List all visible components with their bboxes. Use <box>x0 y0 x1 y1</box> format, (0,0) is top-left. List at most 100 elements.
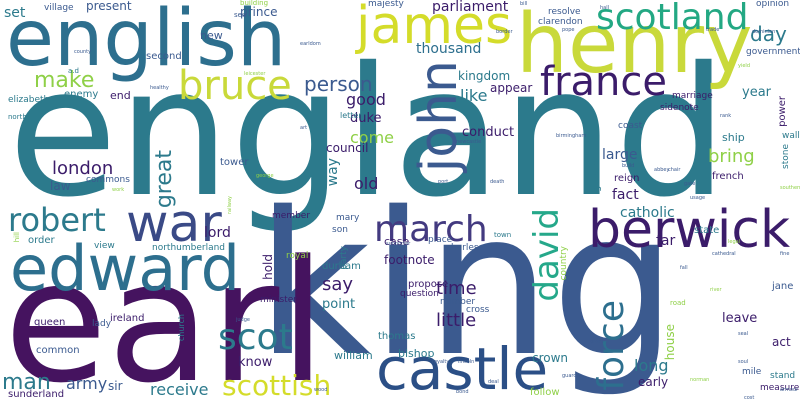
word-march: march <box>374 209 488 250</box>
word-fine: fine <box>780 251 790 257</box>
word-bruce: bruce <box>178 63 292 109</box>
word-footnote: footnote <box>384 253 435 267</box>
word-end: end <box>110 89 131 102</box>
word-norman: norman <box>690 377 710 383</box>
word-cost: cost <box>744 395 755 400</box>
word-sidenote: sidenote <box>660 103 699 113</box>
word-wood: wood <box>314 387 328 393</box>
word-scotland: scotland <box>596 0 749 38</box>
word-royalty: royalty <box>432 359 450 365</box>
word-fall: fall <box>680 265 688 271</box>
word-general: general <box>591 154 602 193</box>
word-question: question <box>400 289 439 299</box>
word-hall: hall <box>600 5 610 11</box>
word-county: county <box>74 49 92 55</box>
word-gate: gate <box>684 181 696 187</box>
word-england: england <box>8 29 728 236</box>
word-village: village <box>44 3 74 13</box>
word-english: english <box>6 0 287 84</box>
word-robert: robert <box>8 201 106 239</box>
word-receive: receive <box>150 380 209 399</box>
word-elizabeth: elizabeth <box>8 95 50 105</box>
word-scottish: scottish <box>222 369 332 400</box>
word-second: second <box>146 51 182 62</box>
word-view: view <box>94 241 115 251</box>
word-day: day <box>750 22 787 46</box>
word-army: army <box>66 374 108 393</box>
word-fact: fact <box>612 187 639 203</box>
word-bring: bring <box>708 146 755 167</box>
word-france: france <box>540 59 667 105</box>
word-seal: seal <box>738 331 749 337</box>
word-duke: duke <box>350 111 382 126</box>
word-durham: durham <box>322 261 361 272</box>
word-little: little <box>436 310 477 331</box>
word-edward: edward <box>10 232 240 305</box>
word-leave: leave <box>722 311 758 326</box>
word-town: town <box>494 231 512 239</box>
word-north: north <box>8 113 27 121</box>
word-ship: ship <box>722 131 745 144</box>
word-clarendon: clarendon <box>538 17 583 27</box>
word-crown: crown <box>532 351 569 365</box>
word-know: know <box>238 355 273 370</box>
word-party: party <box>339 246 349 270</box>
word-letter: letter <box>340 111 362 120</box>
word-like: like <box>460 86 488 105</box>
word-man: man <box>2 370 51 395</box>
word-george: george <box>256 173 274 179</box>
word-castle: castle <box>376 335 549 400</box>
word-large: large <box>602 147 638 163</box>
word-conduct: conduct <box>462 125 515 140</box>
word-catholic: catholic <box>620 205 675 221</box>
word-sea: sea <box>234 11 247 19</box>
word-early: early <box>638 375 669 389</box>
word-yield: yield <box>738 63 750 69</box>
word-judge: judge <box>236 317 250 323</box>
word-ireland: ireland <box>110 313 145 324</box>
word-far: far <box>656 233 676 249</box>
word-art: art <box>300 125 308 131</box>
word-enemy: enemy <box>64 89 99 100</box>
word-hold: hold <box>261 254 275 280</box>
word-war: war <box>126 194 222 254</box>
word-cathedral: cathedral <box>712 251 736 257</box>
word-birmingham: birmingham <box>556 133 587 139</box>
word-appear: appear <box>490 81 533 95</box>
word-bill: bill <box>520 1 528 7</box>
word-stone: stone <box>781 144 791 169</box>
word-henry: henry <box>516 0 753 92</box>
word-set: set <box>4 5 26 21</box>
word-common: common <box>36 345 80 356</box>
word-law: law <box>50 179 71 193</box>
word-northumberland: northumberland <box>152 243 225 253</box>
word-point: point <box>322 297 356 312</box>
word-soul: soul <box>738 359 749 365</box>
word-work: work <box>112 187 125 193</box>
word-a.d: a.d <box>68 67 79 75</box>
word-berwick: berwick <box>588 200 791 260</box>
word-council: council <box>326 141 369 155</box>
word-legal: legal <box>728 239 741 245</box>
word-william: william <box>334 349 373 362</box>
word-earl: earl <box>4 224 327 400</box>
word-abbey: abbey <box>654 167 670 173</box>
word-river: river <box>710 287 722 293</box>
word-thousand: thousand <box>416 41 482 57</box>
word-lincoln: lincoln <box>458 359 475 365</box>
word-port: port <box>438 179 449 185</box>
word-good: good <box>346 90 386 109</box>
word-power: power <box>777 96 788 127</box>
word-sir: sir <box>108 379 123 393</box>
word-minister: minister <box>260 295 297 305</box>
word-railway: railway <box>227 196 233 215</box>
word-majesty: majesty <box>368 0 404 9</box>
word-present: present <box>86 0 132 13</box>
word-guard: guard <box>562 373 577 379</box>
word-armour: armour <box>780 387 799 393</box>
word-number: number <box>440 297 476 307</box>
word-kingdom: kingdom <box>458 69 511 83</box>
word-case: case <box>384 235 410 248</box>
word-king: king <box>256 169 677 400</box>
word-place: place <box>428 235 453 245</box>
